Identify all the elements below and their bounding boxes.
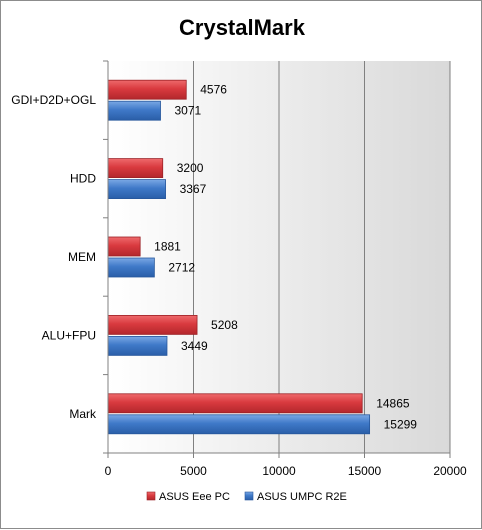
bar-eee-pc — [107, 314, 198, 335]
category-label: ALU+FPU — [42, 328, 96, 342]
category-label: MEM — [68, 250, 96, 264]
labels: 0 5000 10000 15000 20000 GDI+D2D+OGL 4576 3071 H… — [11, 83, 467, 478]
data-label: 4576 — [200, 83, 227, 97]
legend-swatch-eee-pc — [146, 491, 156, 501]
bar-eee-pc — [107, 393, 363, 414]
x-tick-label: 5000 — [180, 464, 207, 478]
data-label: 2712 — [168, 261, 195, 275]
bar-eee-pc — [107, 158, 164, 179]
data-label: 14865 — [376, 396, 410, 410]
legend-label: ASUS UMPC R2E — [257, 491, 347, 503]
bars — [107, 79, 371, 435]
data-label: 3071 — [175, 104, 202, 118]
data-label: 3367 — [180, 182, 207, 196]
x-tick-label: 20000 — [433, 464, 467, 478]
bar-umpc-r2e — [107, 414, 371, 435]
legend: ASUS Eee PC ASUS UMPC R2E — [146, 491, 347, 503]
bar-umpc-r2e — [107, 179, 166, 200]
bar-eee-pc — [107, 79, 187, 100]
x-tick-label: 0 — [105, 464, 112, 478]
bar-umpc-r2e — [107, 100, 161, 121]
data-label: 15299 — [384, 417, 418, 431]
bar-eee-pc — [107, 236, 141, 257]
data-label: 3449 — [181, 339, 208, 353]
data-label: 1881 — [154, 240, 181, 254]
axes — [103, 60, 451, 458]
legend-swatch-umpc-r2e — [244, 491, 254, 501]
data-label: 5208 — [211, 318, 238, 332]
x-tick-label: 10000 — [262, 464, 296, 478]
chart-title: CrystalMark — [179, 15, 306, 40]
gridlines — [193, 61, 451, 453]
x-tick-label: 15000 — [348, 464, 382, 478]
legend-label: ASUS Eee PC — [159, 491, 230, 503]
data-label: 3200 — [177, 161, 204, 175]
category-label: GDI+D2D+OGL — [11, 93, 96, 107]
category-label: HDD — [70, 172, 96, 186]
category-label: Mark — [69, 407, 97, 421]
bar-umpc-r2e — [107, 335, 168, 356]
bar-umpc-r2e — [107, 257, 155, 278]
